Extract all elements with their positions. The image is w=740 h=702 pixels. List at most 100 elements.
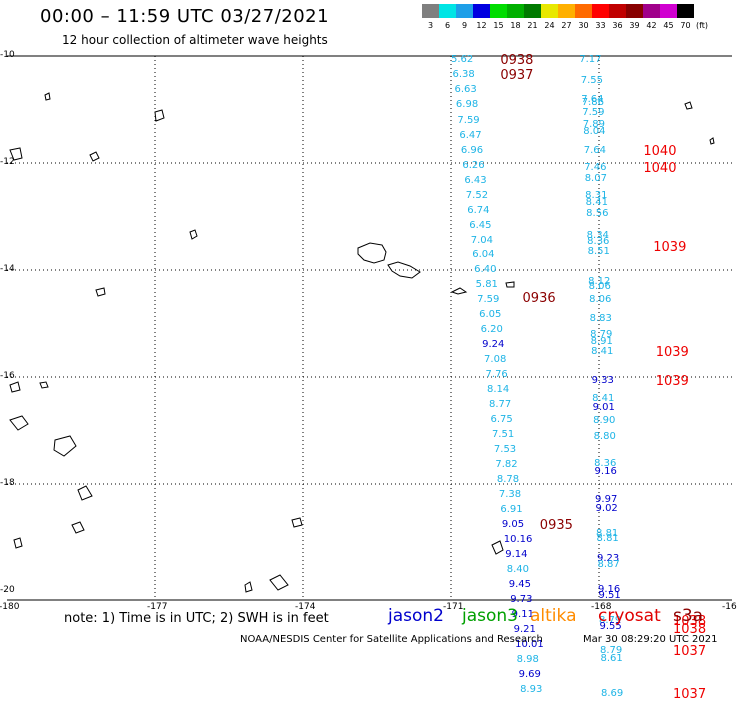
satellite-altika: altika [530,606,577,626]
legend-label: 24 [544,21,555,30]
wave-height-value: 7.17 [579,54,602,66]
wave-height-value: 8.40 [506,564,529,576]
coastlines [9,92,715,593]
wave-height-value: 9.02 [595,503,618,515]
wave-height-value: 8.31 [585,190,608,202]
longitude-label: -16 [722,602,737,612]
island-north-1 [154,109,165,122]
wave-height-value: 8.36 [594,457,617,469]
legend-label: 36 [612,21,623,30]
wave-height-value: 6.04 [472,249,495,261]
wave-height-value: 6.38 [452,69,475,81]
wave-height-value: 8.06 [588,281,611,293]
map-title: 00:00 – 11:59 UTC 03/27/2021 [40,6,330,27]
legend-label: 70 [680,21,691,30]
wave-height-value: 7.53 [493,444,517,456]
wave-height-value: 6.43 [464,174,487,186]
wave-height-value: 9.73 [510,594,533,606]
legend-swatch [524,4,541,18]
island-north-3 [89,151,100,162]
longitude-label: -180 [0,602,20,612]
wave-height-value: 8.41 [585,196,608,208]
footer-note: note: 1) Time is in UTC; 2) SWH is in fe… [64,611,329,626]
wave-height-value: 8.51 [587,245,610,257]
pass-time-label: 1037 [673,686,707,702]
map-canvas [7,55,732,601]
latitude-label: -12 [0,157,15,167]
wave-height-value: 9.45 [508,579,531,591]
latitude-label: -18 [0,478,15,488]
wave-height-value: 8.61 [600,652,623,664]
satellite-jason2: jason2 [388,606,444,626]
wave-height-value: 9.23 [597,552,620,564]
island-small-2 [505,281,515,288]
wave-height-value: 8.93 [520,683,543,695]
legend-swatch [422,4,439,18]
legend-unit: (ft) [695,21,709,30]
wave-height-value: 7.82 [495,459,518,471]
wave-height-value: 10.01 [515,638,544,650]
wave-height-value: 6.63 [454,84,477,96]
wave-height-value: 8.06 [589,294,612,306]
wave-height-value: 6.05 [479,309,502,321]
wave-height-value: 9.21 [513,623,536,635]
legend-swatch [609,4,626,18]
latitude-label: -20 [0,585,15,595]
longitude-label: -171 [443,602,464,612]
island-north-2 [44,92,51,101]
wave-height-value: 8.78 [496,474,520,486]
latitude-label: -16 [0,371,15,381]
pass-time-label: 0935 [539,518,573,534]
wave-height-value: 9.69 [518,668,541,680]
pass-time-label: 1040 [643,161,677,177]
island-north-4 [9,147,23,161]
pass-time-label: 0936 [522,290,556,306]
island-tonga-6 [244,581,253,593]
graticule [7,56,732,600]
wave-height-value: 10.16 [503,534,533,546]
map-subtitle: 12 hour collection of altimeter wave hei… [62,33,328,47]
legend-swatch [660,4,677,18]
pass-time-label: 1038 [673,622,707,638]
generated-timestamp: Mar 30 08:29:20 UTC 2021 [583,634,718,645]
legend-swatch [558,4,575,18]
wave-height-value: 6.75 [490,414,513,426]
longitude-label: -177 [147,602,168,612]
wave-height-value: 9.55 [599,620,622,632]
wave-height-value: 7.59 [457,114,480,126]
wave-height-value: 9.14 [505,549,528,561]
wave-height-value: 6.47 [459,129,482,141]
island-small-8 [13,537,23,549]
wave-height-value: 9.11 [511,609,534,620]
island-savaii-east [387,261,421,279]
wave-height-value: 7.51 [491,429,515,441]
wave-height-value: 6.20 [480,324,503,336]
wave-height-value: 7.64 [583,144,606,156]
wave-height-value: 8.77 [488,399,512,411]
legend-label: 39 [629,21,640,30]
wave-height-value: 6.40 [474,264,497,276]
legend-label: 42 [646,21,657,30]
wave-height-value: 7.64 [581,93,604,105]
legend-swatch [643,4,660,18]
island-small-5 [9,381,21,393]
wave-height-value: 8.41 [592,393,615,405]
wave-height-value: 6.98 [455,99,479,111]
credit-line: NOAA/NESDIS Center for Satellite Applica… [240,634,543,645]
wave-height-value: 8.14 [487,384,510,396]
wave-height-value: 8.07 [584,172,607,184]
wave-height-value: 7.08 [484,354,507,366]
wave-height-value: 8.87 [597,559,620,571]
island-tutuila [450,287,468,295]
wave-height-value: 9.51 [598,590,621,602]
satellite-cryosat: cryosat [598,606,661,626]
wave-height-value: 8.34 [586,230,609,242]
wave-height-value: 9.16 [598,583,621,595]
wave-height-value: 8.79 [599,615,622,627]
legend-swatch [473,4,490,18]
wave-height-value: 8.80 [593,430,616,442]
wave-height-value: 7.89 [582,118,605,130]
legend-swatch [439,4,456,18]
longitude-label: -174 [295,602,316,612]
island-small-4 [709,137,715,145]
